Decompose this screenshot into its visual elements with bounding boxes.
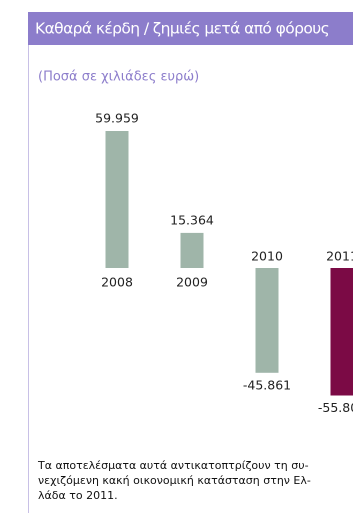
value-label: -45.861 — [243, 377, 291, 392]
value-label: -55.800 — [318, 400, 353, 415]
chart-subtitle: (Ποσά σε χιλιάδες ευρώ) — [38, 70, 199, 85]
category-label: 2010 — [251, 249, 283, 264]
bar — [180, 232, 204, 268]
category-label: 2011 — [326, 249, 353, 264]
value-label: 15.364 — [170, 212, 214, 227]
value-label: 59.959 — [95, 111, 139, 126]
category-label: 2008 — [101, 275, 133, 290]
chart-title: Καθαρά κέρδη / ζημιές μετά από φόρους — [35, 20, 329, 38]
note-line: νεχιζόμενη κακή οικονομική κατάσταση στη… — [38, 474, 311, 487]
category-label: 2009 — [176, 275, 208, 290]
title-bar — [28, 12, 353, 45]
bar — [105, 131, 129, 268]
note-line: Τα αποτελέσματα αυτά αντικατοπτρίζουν τη… — [37, 459, 309, 472]
bar — [330, 268, 353, 396]
bar — [255, 268, 279, 373]
note-line: λάδα το 2011. — [38, 489, 118, 502]
